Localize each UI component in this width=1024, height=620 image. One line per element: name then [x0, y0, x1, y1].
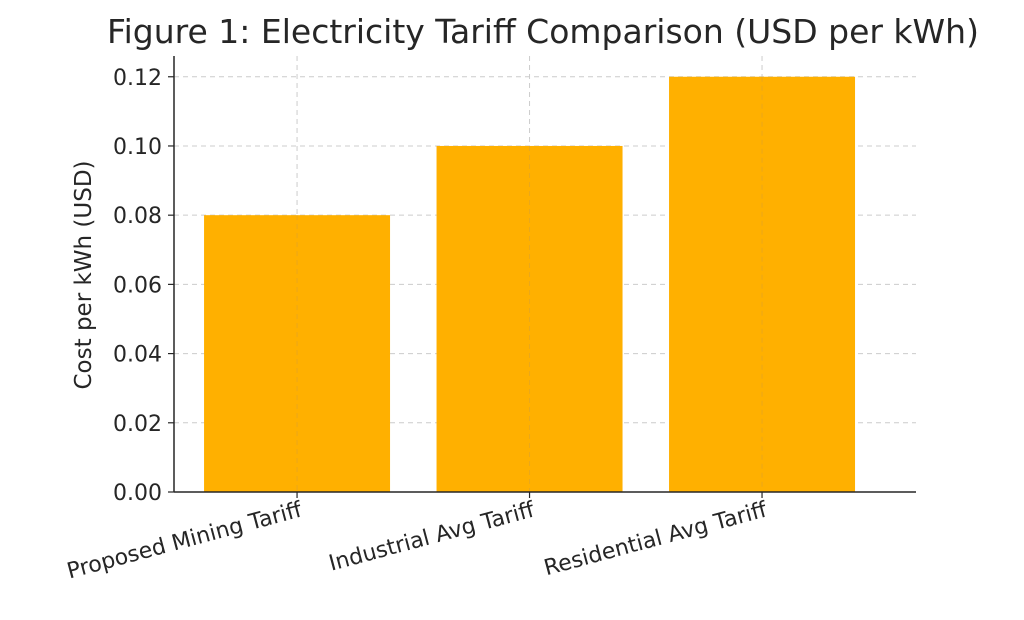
axes [173, 56, 916, 493]
x-tick-label: Proposed Mining Tariff [64, 497, 305, 584]
y-tick-label: 0.02 [113, 412, 162, 437]
y-tick-label: 0.00 [113, 481, 162, 506]
y-axis-ticks: 0.00 0.02 0.04 0.06 0.08 0.10 0.12 [113, 66, 174, 506]
x-axis-ticks: Proposed Mining Tariff Industrial Avg Tar… [64, 492, 770, 584]
chart-title: Figure 1: Electricity Tariff Comparison … [107, 12, 979, 51]
y-axis-label: Cost per kWh (USD) [71, 160, 97, 389]
y-tick-label: 0.06 [113, 273, 162, 298]
x-tick-label: Industrial Avg Tariff [326, 497, 538, 576]
bars [204, 76, 856, 492]
y-tick-label: 0.04 [113, 343, 162, 368]
y-tick-label: 0.10 [113, 135, 162, 160]
x-tick-label: Residential Avg Tariff [541, 497, 770, 581]
y-tick-label: 0.12 [113, 66, 162, 91]
y-tick-label: 0.08 [113, 204, 162, 229]
